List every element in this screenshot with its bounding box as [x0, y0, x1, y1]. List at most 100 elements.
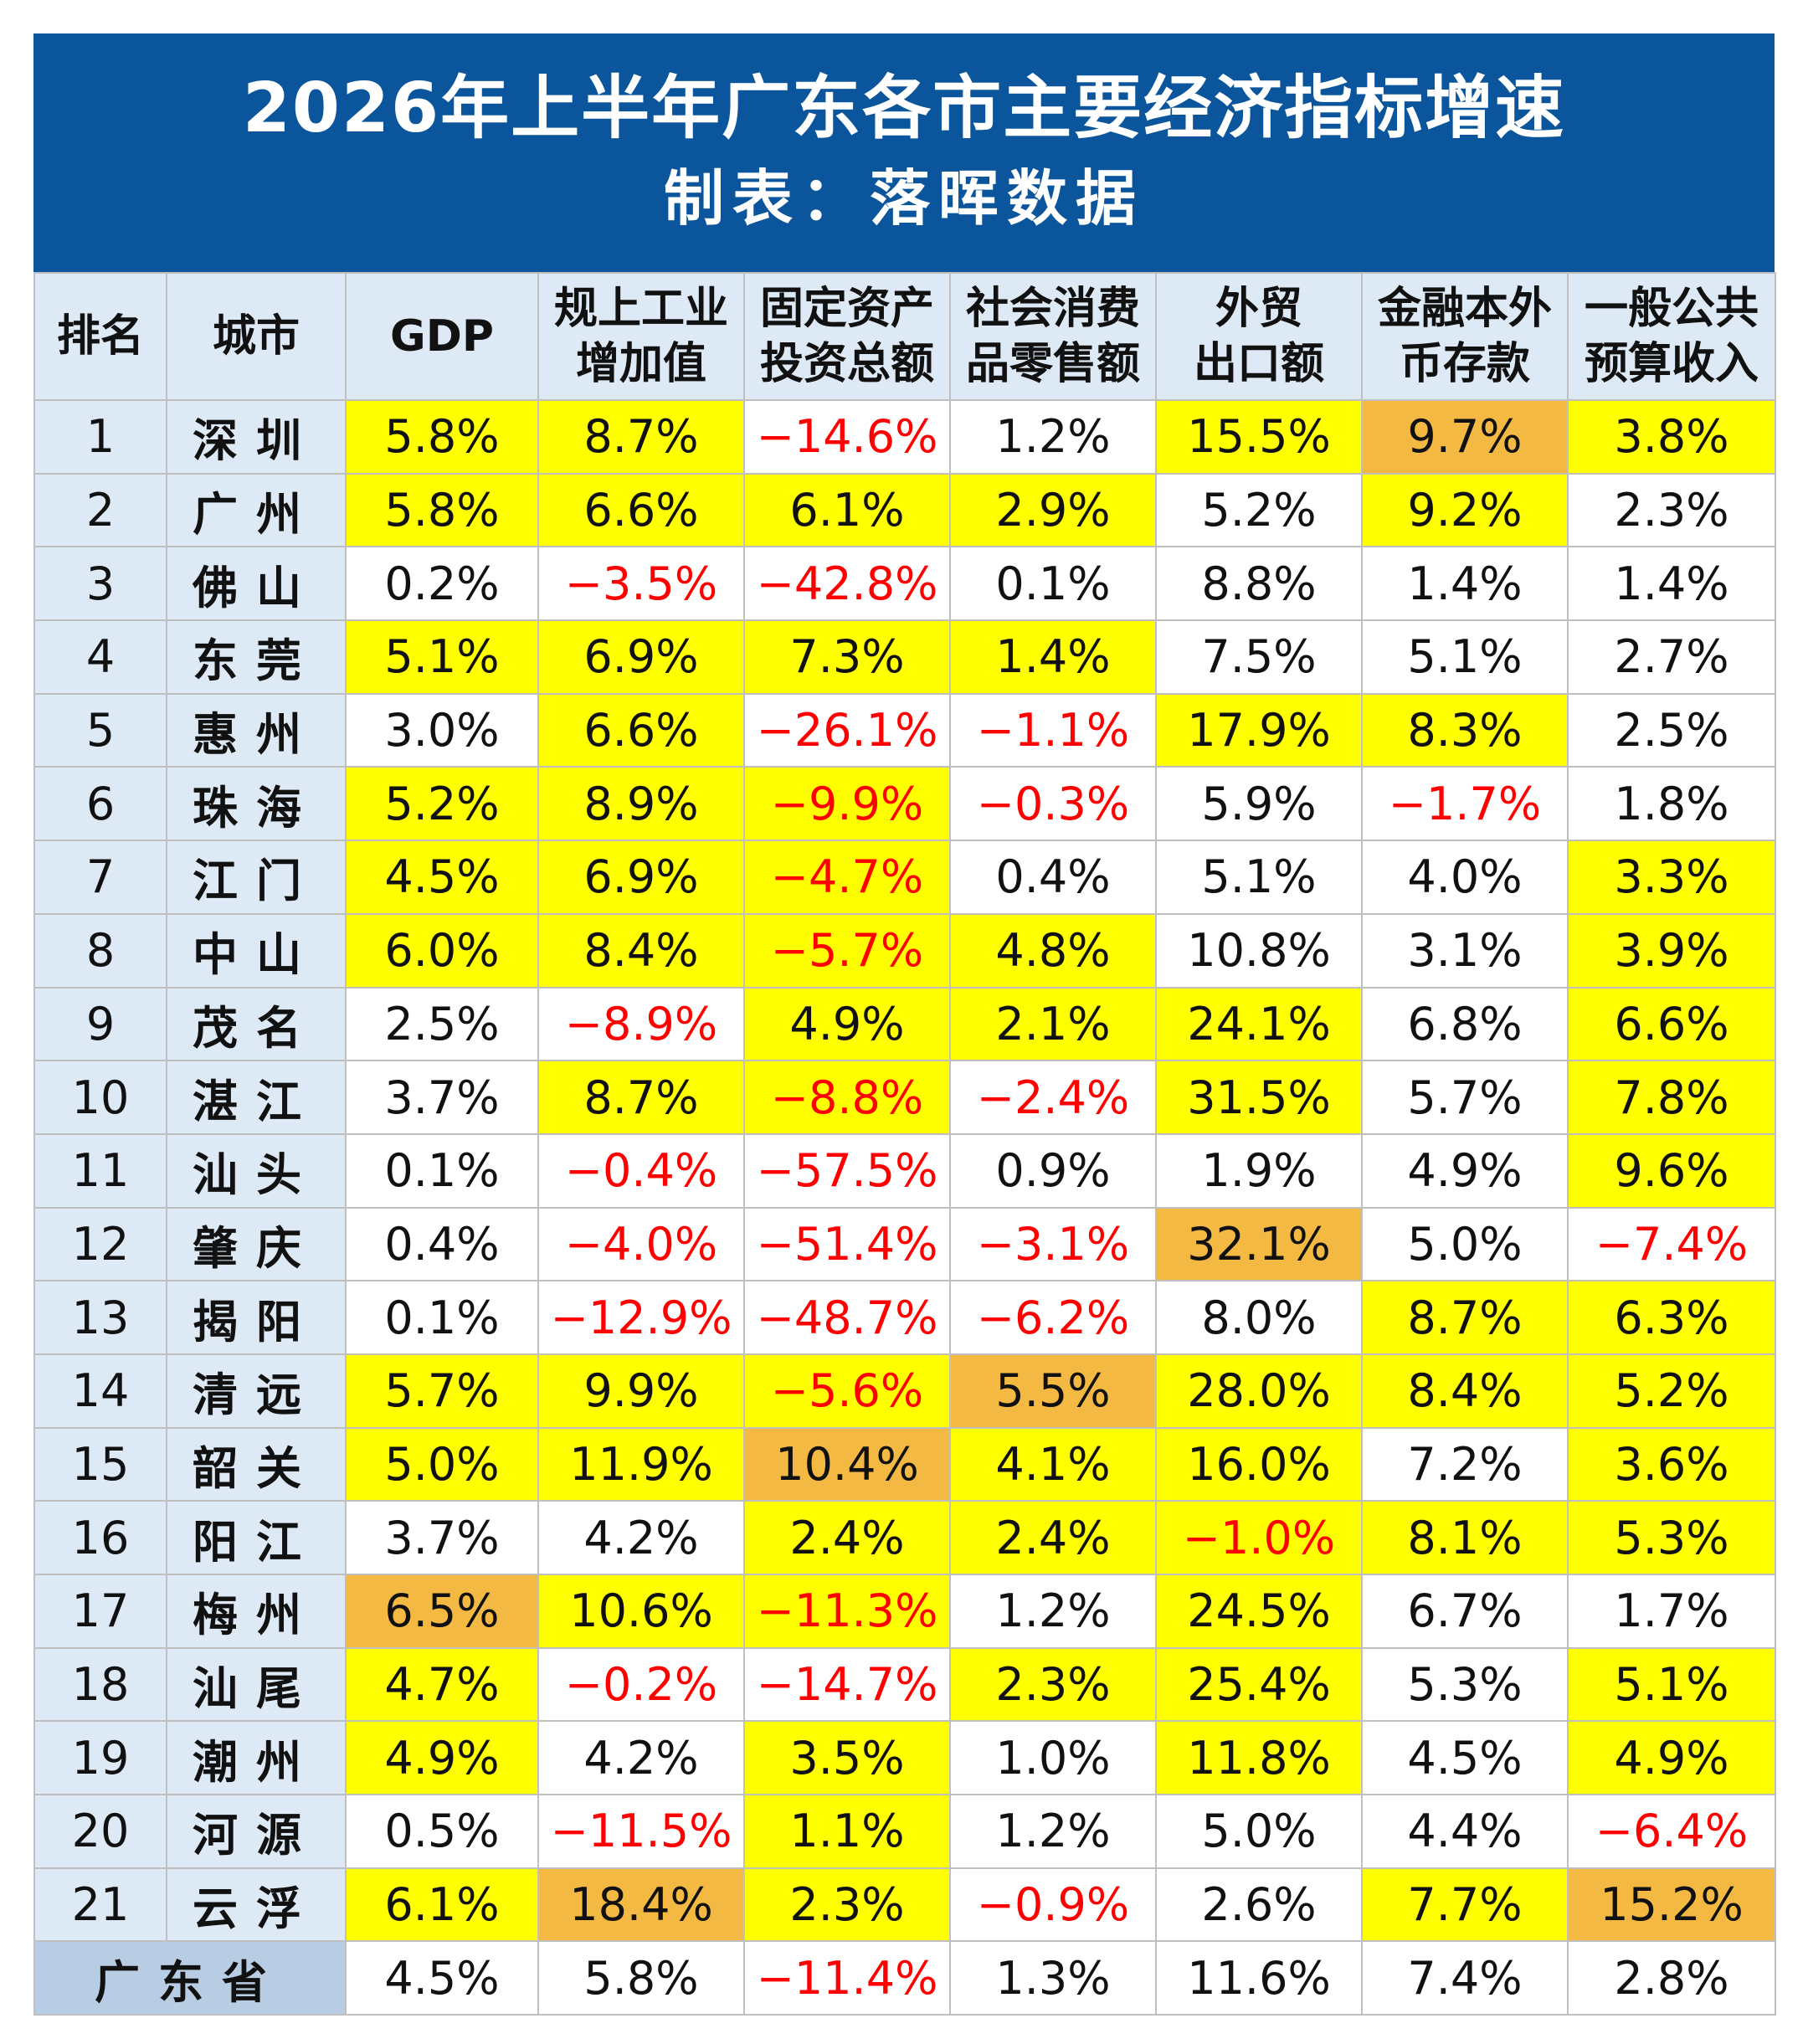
city-cell: 阳江 — [166, 1500, 347, 1575]
value-cell: 2.4% — [949, 1500, 1157, 1575]
value-cell: 9.7% — [1361, 399, 1569, 475]
column-header-line1: 外贸 — [1215, 284, 1302, 334]
value-cell: 5.1% — [1567, 1646, 1776, 1723]
table-row: 12 肇庆 0.4% −4.0% −51.4% −3.1% 32.1% 5.0% −7.4% — [33, 1206, 1776, 1282]
value-cell: 10.4% — [743, 1426, 951, 1502]
value-cell: 2.1% — [949, 986, 1157, 1062]
value-cell: −12.9% — [537, 1280, 745, 1355]
value-cell: 1.2% — [949, 1574, 1157, 1649]
value-cell: 3.7% — [345, 1500, 539, 1575]
rank-cell: 20 — [33, 1794, 167, 1869]
value-cell: 1.0% — [949, 1720, 1157, 1796]
value-cell: 9.6% — [1567, 1132, 1776, 1209]
page-subtitle: 制表：落晖数据 — [663, 163, 1144, 234]
value-cell: 17.9% — [1155, 692, 1363, 768]
province-total-row: 广东省 4.5% 5.8% −11.4% 1.3% 11.6% 7.4% 2.8% — [33, 1940, 1776, 2016]
value-cell: 11.9% — [537, 1426, 745, 1502]
value-cell: 0.4% — [345, 1206, 539, 1282]
table-header-banner: 2026年上半年广东各市主要经济指标增速 制表：落晖数据 — [33, 33, 1775, 272]
rank-cell: 5 — [33, 692, 167, 768]
column-header: 金融本外 币存款 — [1361, 272, 1569, 401]
province-value-cell: 7.4% — [1361, 1940, 1569, 2016]
city-cell: 茂名 — [166, 986, 347, 1062]
value-cell: 8.7% — [537, 399, 745, 475]
value-cell: 25.4% — [1155, 1646, 1363, 1723]
value-cell: 4.5% — [1361, 1720, 1569, 1796]
city-cell: 佛山 — [166, 546, 347, 622]
value-cell: 4.1% — [949, 1426, 1157, 1502]
city-cell: 梅州 — [166, 1574, 347, 1649]
value-cell: 5.1% — [1361, 619, 1569, 695]
table-row: 20 河源 0.5% −11.5% 1.1% 1.2% 5.0% 4.4% −6.4% — [33, 1794, 1776, 1869]
rank-cell: 10 — [33, 1060, 167, 1135]
value-cell: 5.1% — [345, 619, 539, 695]
value-cell: −11.5% — [537, 1794, 745, 1869]
value-cell: 6.9% — [537, 840, 745, 915]
column-header-line1: 一般公共 — [1584, 284, 1759, 334]
value-cell: 0.5% — [345, 1794, 539, 1869]
value-cell: −0.3% — [949, 766, 1157, 842]
value-cell: 4.2% — [537, 1500, 745, 1575]
rank-cell: 11 — [33, 1132, 167, 1209]
value-cell: 5.5% — [949, 1353, 1157, 1429]
value-cell: −1.7% — [1361, 766, 1569, 842]
value-cell: 5.7% — [1361, 1060, 1569, 1135]
value-cell: 0.1% — [949, 546, 1157, 622]
value-cell: 8.4% — [1361, 1353, 1569, 1429]
value-cell: 2.5% — [1567, 692, 1776, 768]
rank-cell: 4 — [33, 619, 167, 695]
column-header-line2: 增加值 — [575, 339, 706, 389]
value-cell: 8.7% — [537, 1060, 745, 1135]
value-cell: 9.2% — [1361, 472, 1569, 548]
page-title: 2026年上半年广东各市主要经济指标增速 — [242, 69, 1566, 148]
value-cell: −5.6% — [743, 1353, 951, 1429]
column-header-line2: 品零售额 — [965, 339, 1140, 389]
city-cell: 江门 — [166, 840, 347, 915]
value-cell: 4.9% — [1567, 1720, 1776, 1796]
column-header-line1: 规上工业 — [553, 284, 728, 334]
value-cell: 8.0% — [1155, 1280, 1363, 1355]
table-row: 3 佛山 0.2% −3.5% −42.8% 0.1% 8.8% 1.4% 1.4% — [33, 546, 1776, 622]
value-cell: 7.8% — [1567, 1060, 1776, 1135]
table-row: 11 汕头 0.1% −0.4% −57.5% 0.9% 1.9% 4.9% 9.6% — [33, 1132, 1776, 1209]
province-value-cell: −11.4% — [743, 1940, 951, 2016]
column-header: 城市 — [166, 272, 347, 401]
value-cell: 2.5% — [345, 986, 539, 1062]
rank-cell: 8 — [33, 912, 167, 989]
value-cell: −48.7% — [743, 1280, 951, 1355]
value-cell: 6.3% — [1567, 1280, 1776, 1355]
value-cell: −2.4% — [949, 1060, 1157, 1135]
value-cell: 1.4% — [1361, 546, 1569, 622]
value-cell: 3.0% — [345, 692, 539, 768]
province-value-cell: 11.6% — [1155, 1940, 1363, 2016]
table-row: 6 珠海 5.2% 8.9% −9.9% −0.3% 5.9% −1.7% 1.8% — [33, 766, 1776, 842]
table-row: 7 江门 4.5% 6.9% −4.7% 0.4% 5.1% 4.0% 3.3% — [33, 840, 1776, 915]
value-cell: 4.8% — [949, 912, 1157, 989]
value-cell: −42.8% — [743, 546, 951, 622]
city-cell: 惠州 — [166, 692, 347, 768]
value-cell: 2.4% — [743, 1500, 951, 1575]
value-cell: 6.7% — [1361, 1574, 1569, 1649]
value-cell: 1.7% — [1567, 1574, 1776, 1649]
value-cell: 16.0% — [1155, 1426, 1363, 1502]
province-label: 广东省 — [33, 1940, 347, 2016]
value-cell: −1.1% — [949, 692, 1157, 768]
value-cell: 6.6% — [537, 692, 745, 768]
value-cell: 1.1% — [743, 1794, 951, 1869]
table-row: 21 云浮 6.1% 18.4% 2.3% −0.9% 2.6% 7.7% 15.2% — [33, 1867, 1776, 1943]
value-cell: 5.7% — [345, 1353, 539, 1429]
value-cell: 0.4% — [949, 840, 1157, 915]
table-body: 1 深圳 5.8% 8.7% −14.6% 1.2% 15.5% 9.7% 3.8% 2 广州 5.8… — [33, 399, 1776, 2016]
city-cell: 珠海 — [166, 766, 347, 842]
value-cell: −4.0% — [537, 1206, 745, 1282]
table-row: 16 阳江 3.7% 4.2% 2.4% 2.4% −1.0% 8.1% 5.3% — [33, 1500, 1776, 1575]
value-cell: −4.7% — [743, 840, 951, 915]
rank-cell: 6 — [33, 766, 167, 842]
province-value-cell: 4.5% — [345, 1940, 539, 2016]
city-cell: 云浮 — [166, 1867, 347, 1943]
value-cell: −14.7% — [743, 1646, 951, 1723]
value-cell: −1.0% — [1155, 1500, 1363, 1575]
column-header: GDP — [345, 272, 539, 401]
value-cell: 2.3% — [949, 1646, 1157, 1723]
city-cell: 韶关 — [166, 1426, 347, 1502]
